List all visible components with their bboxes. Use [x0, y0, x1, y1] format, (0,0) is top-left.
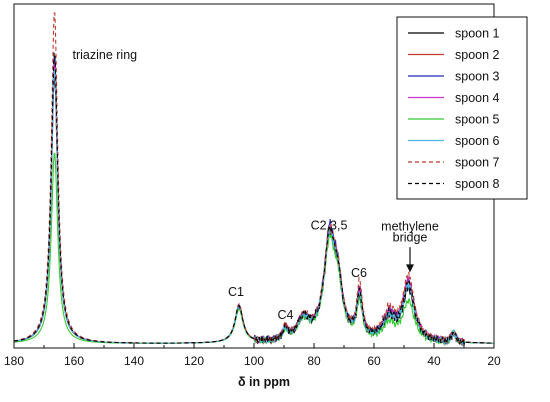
legend-label: spoon 3 — [455, 70, 500, 84]
legend-label: spoon 8 — [455, 177, 500, 191]
annotation-label: C6 — [351, 266, 367, 280]
x-tick-label: 80 — [307, 354, 321, 368]
x-tick-label: 20 — [487, 354, 501, 368]
legend-box — [396, 16, 528, 200]
plot-lines — [13, 12, 494, 347]
legend-label: spoon 7 — [455, 156, 500, 170]
annotation-label: C2,3,5 — [311, 219, 348, 233]
x-tick-label: 100 — [244, 354, 264, 368]
x-tick-label: 180 — [4, 354, 24, 368]
x-axis-label: δ in ppm — [238, 375, 290, 389]
legend-label: spoon 5 — [455, 113, 500, 127]
legend-label: spoon 2 — [455, 48, 500, 62]
x-tick-label: 120 — [184, 354, 204, 368]
annotation-label: C1 — [228, 285, 244, 299]
legend-label: spoon 4 — [455, 91, 500, 105]
series-line-spoon-8 — [13, 52, 494, 345]
annotation-label: triazine ring — [73, 48, 138, 62]
x-tick-label: 60 — [367, 354, 381, 368]
annotation-label: C4 — [278, 308, 294, 322]
annotation-label: bridge — [393, 230, 428, 244]
x-tick-label: 40 — [427, 354, 441, 368]
annotation-label: methylene — [381, 220, 439, 234]
x-tick-label: 160 — [64, 354, 84, 368]
legend-label: spoon 1 — [455, 27, 500, 41]
x-tick-label: 140 — [124, 354, 144, 368]
legend: spoon 1 spoon 2 spoon 3 spoon 4 spoon 5 spoon… — [396, 16, 528, 200]
x-axis: 180 160 140 120 100 80 60 40 20 — [4, 343, 501, 368]
arrow-head — [406, 264, 414, 273]
legend-label: spoon 6 — [455, 134, 500, 148]
